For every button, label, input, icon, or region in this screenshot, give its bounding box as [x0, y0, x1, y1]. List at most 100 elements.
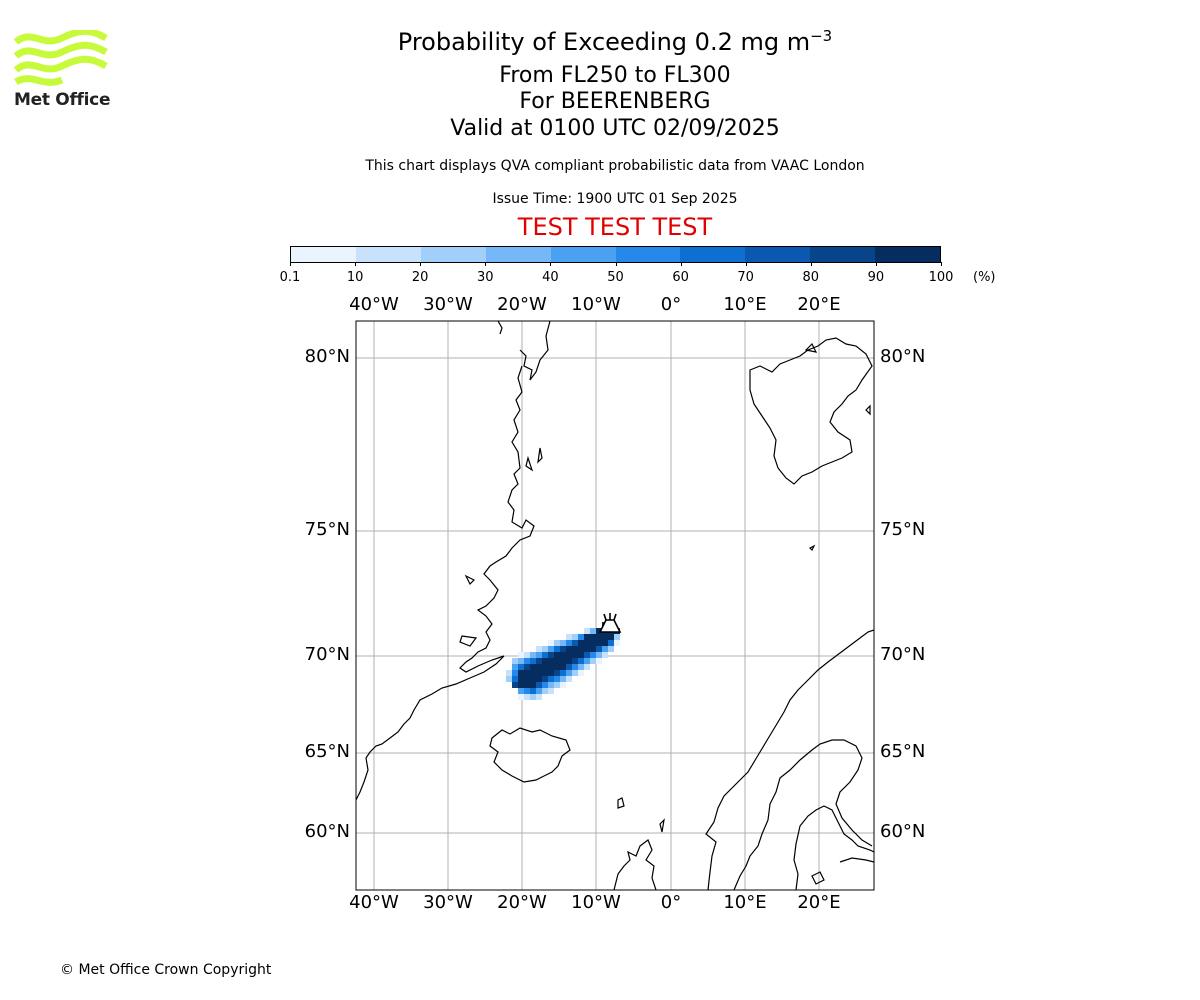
- colorbar-tick: [810, 262, 812, 266]
- plume-cell: [560, 658, 566, 664]
- met-office-wave-icon: [13, 27, 108, 86]
- plume-cell: [518, 682, 524, 688]
- plume-cell: [524, 664, 530, 670]
- plume-cell: [578, 634, 584, 640]
- latitude-label-right: 80°N: [880, 346, 926, 367]
- colorbar-tick-label: 10: [346, 270, 364, 285]
- plume-cell: [590, 640, 596, 646]
- plume-cell: [524, 652, 530, 658]
- plume-cell: [572, 634, 578, 640]
- plume-cell: [590, 658, 596, 664]
- iceland-coast: [489, 727, 571, 783]
- colorbar-cell: [355, 247, 421, 262]
- plume-cell: [596, 640, 602, 646]
- plume-cell: [560, 652, 566, 658]
- plume-cell: [584, 664, 590, 670]
- plume-cell: [536, 652, 542, 658]
- colorbar-cell: [420, 247, 486, 262]
- plume-cell: [512, 676, 518, 682]
- plume-cell: [542, 646, 548, 652]
- plume-cell: [590, 628, 596, 634]
- colorbar-tick-label: 0.1: [279, 270, 301, 285]
- plume-cell: [602, 634, 608, 640]
- plume-cell: [590, 652, 596, 658]
- colorbar-unit: (%): [973, 270, 996, 285]
- plume-cell: [578, 664, 584, 670]
- plume-cell: [548, 658, 554, 664]
- plume-cell: [572, 640, 578, 646]
- coastlines: [356, 321, 874, 890]
- plume-cell: [542, 664, 548, 670]
- plume-cell: [560, 664, 566, 670]
- longitude-label-bottom: 20°W: [497, 892, 547, 913]
- plume-cell: [602, 640, 608, 646]
- plume-cell: [554, 664, 560, 670]
- flight-level-range: From FL250 to FL300: [499, 63, 731, 88]
- test-banner: TEST TEST TEST: [517, 213, 713, 241]
- plume-cell: [560, 682, 566, 688]
- longitude-label-bottom: 40°W: [349, 892, 399, 913]
- volcano-icon: [598, 613, 622, 633]
- plume-cell: [542, 676, 548, 682]
- longitude-label-bottom: 30°W: [423, 892, 473, 913]
- plume-cell: [596, 646, 602, 652]
- colorbar-tick-label: 40: [542, 270, 559, 285]
- colorbar-tick-label: 80: [802, 270, 820, 285]
- valid-time: Valid at 0100 UTC 02/09/2025: [450, 116, 780, 141]
- plume-cell: [590, 634, 596, 640]
- met-office-logo: [13, 27, 108, 92]
- plume-cell: [536, 670, 542, 676]
- plume-cell: [560, 640, 566, 646]
- chart-description: This chart displays QVA compliant probab…: [365, 158, 865, 174]
- colorbar-tick: [485, 262, 487, 266]
- plume-cell: [524, 688, 530, 694]
- plume-cell: [536, 694, 542, 700]
- colorbar-tick: [615, 262, 617, 266]
- plume-cell: [530, 670, 536, 676]
- plume-cell: [536, 682, 542, 688]
- issue-time: Issue Time: 1900 UTC 01 Sep 2025: [492, 191, 738, 207]
- colorbar-tick: [680, 262, 682, 266]
- scandinavia-coast: [705, 629, 874, 890]
- plume-cell: [512, 664, 518, 670]
- plume-cell: [542, 670, 548, 676]
- colorbar-tick-label: 20: [411, 270, 429, 285]
- colorbar-tick: [355, 262, 357, 266]
- plume-cell: [518, 658, 524, 664]
- longitude-label-top: 20°E: [797, 294, 841, 315]
- plume-cell: [512, 670, 518, 676]
- plume-cell: [530, 658, 536, 664]
- ash-probability-plume: [506, 622, 620, 700]
- plume-cell: [602, 646, 608, 652]
- plume-cell: [536, 658, 542, 664]
- met-office-logo-text: Met Office: [14, 90, 111, 110]
- plume-cell: [524, 676, 530, 682]
- plume-cell: [566, 658, 572, 664]
- plume-cell: [554, 676, 560, 682]
- longitude-label-top: 20°W: [497, 294, 547, 315]
- colorbar-tick-label: 60: [672, 270, 689, 285]
- latitude-label-left: 75°N: [304, 519, 350, 540]
- plume-cell: [614, 640, 620, 646]
- plume-cell: [524, 670, 530, 676]
- plume-cell: [584, 658, 590, 664]
- plume-cell: [566, 652, 572, 658]
- graticule: [356, 321, 874, 890]
- colorbar-tick: [941, 262, 942, 266]
- plume-cell: [566, 634, 572, 640]
- plume-cell: [554, 640, 560, 646]
- colorbar-cell: [680, 247, 746, 262]
- plume-cell: [554, 658, 560, 664]
- plume-cell: [536, 688, 542, 694]
- plume-cell: [548, 664, 554, 670]
- plume-cell: [542, 688, 548, 694]
- plume-cell: [572, 670, 578, 676]
- plume-cell: [542, 682, 548, 688]
- longitude-label-bottom: 0°: [660, 892, 682, 913]
- plume-cell: [608, 640, 614, 646]
- colorbar-cell: [550, 247, 616, 262]
- plume-cell: [548, 682, 554, 688]
- plume-cell: [566, 640, 572, 646]
- colorbar-tick-label: 100: [928, 270, 954, 285]
- colorbar-tick: [875, 262, 877, 266]
